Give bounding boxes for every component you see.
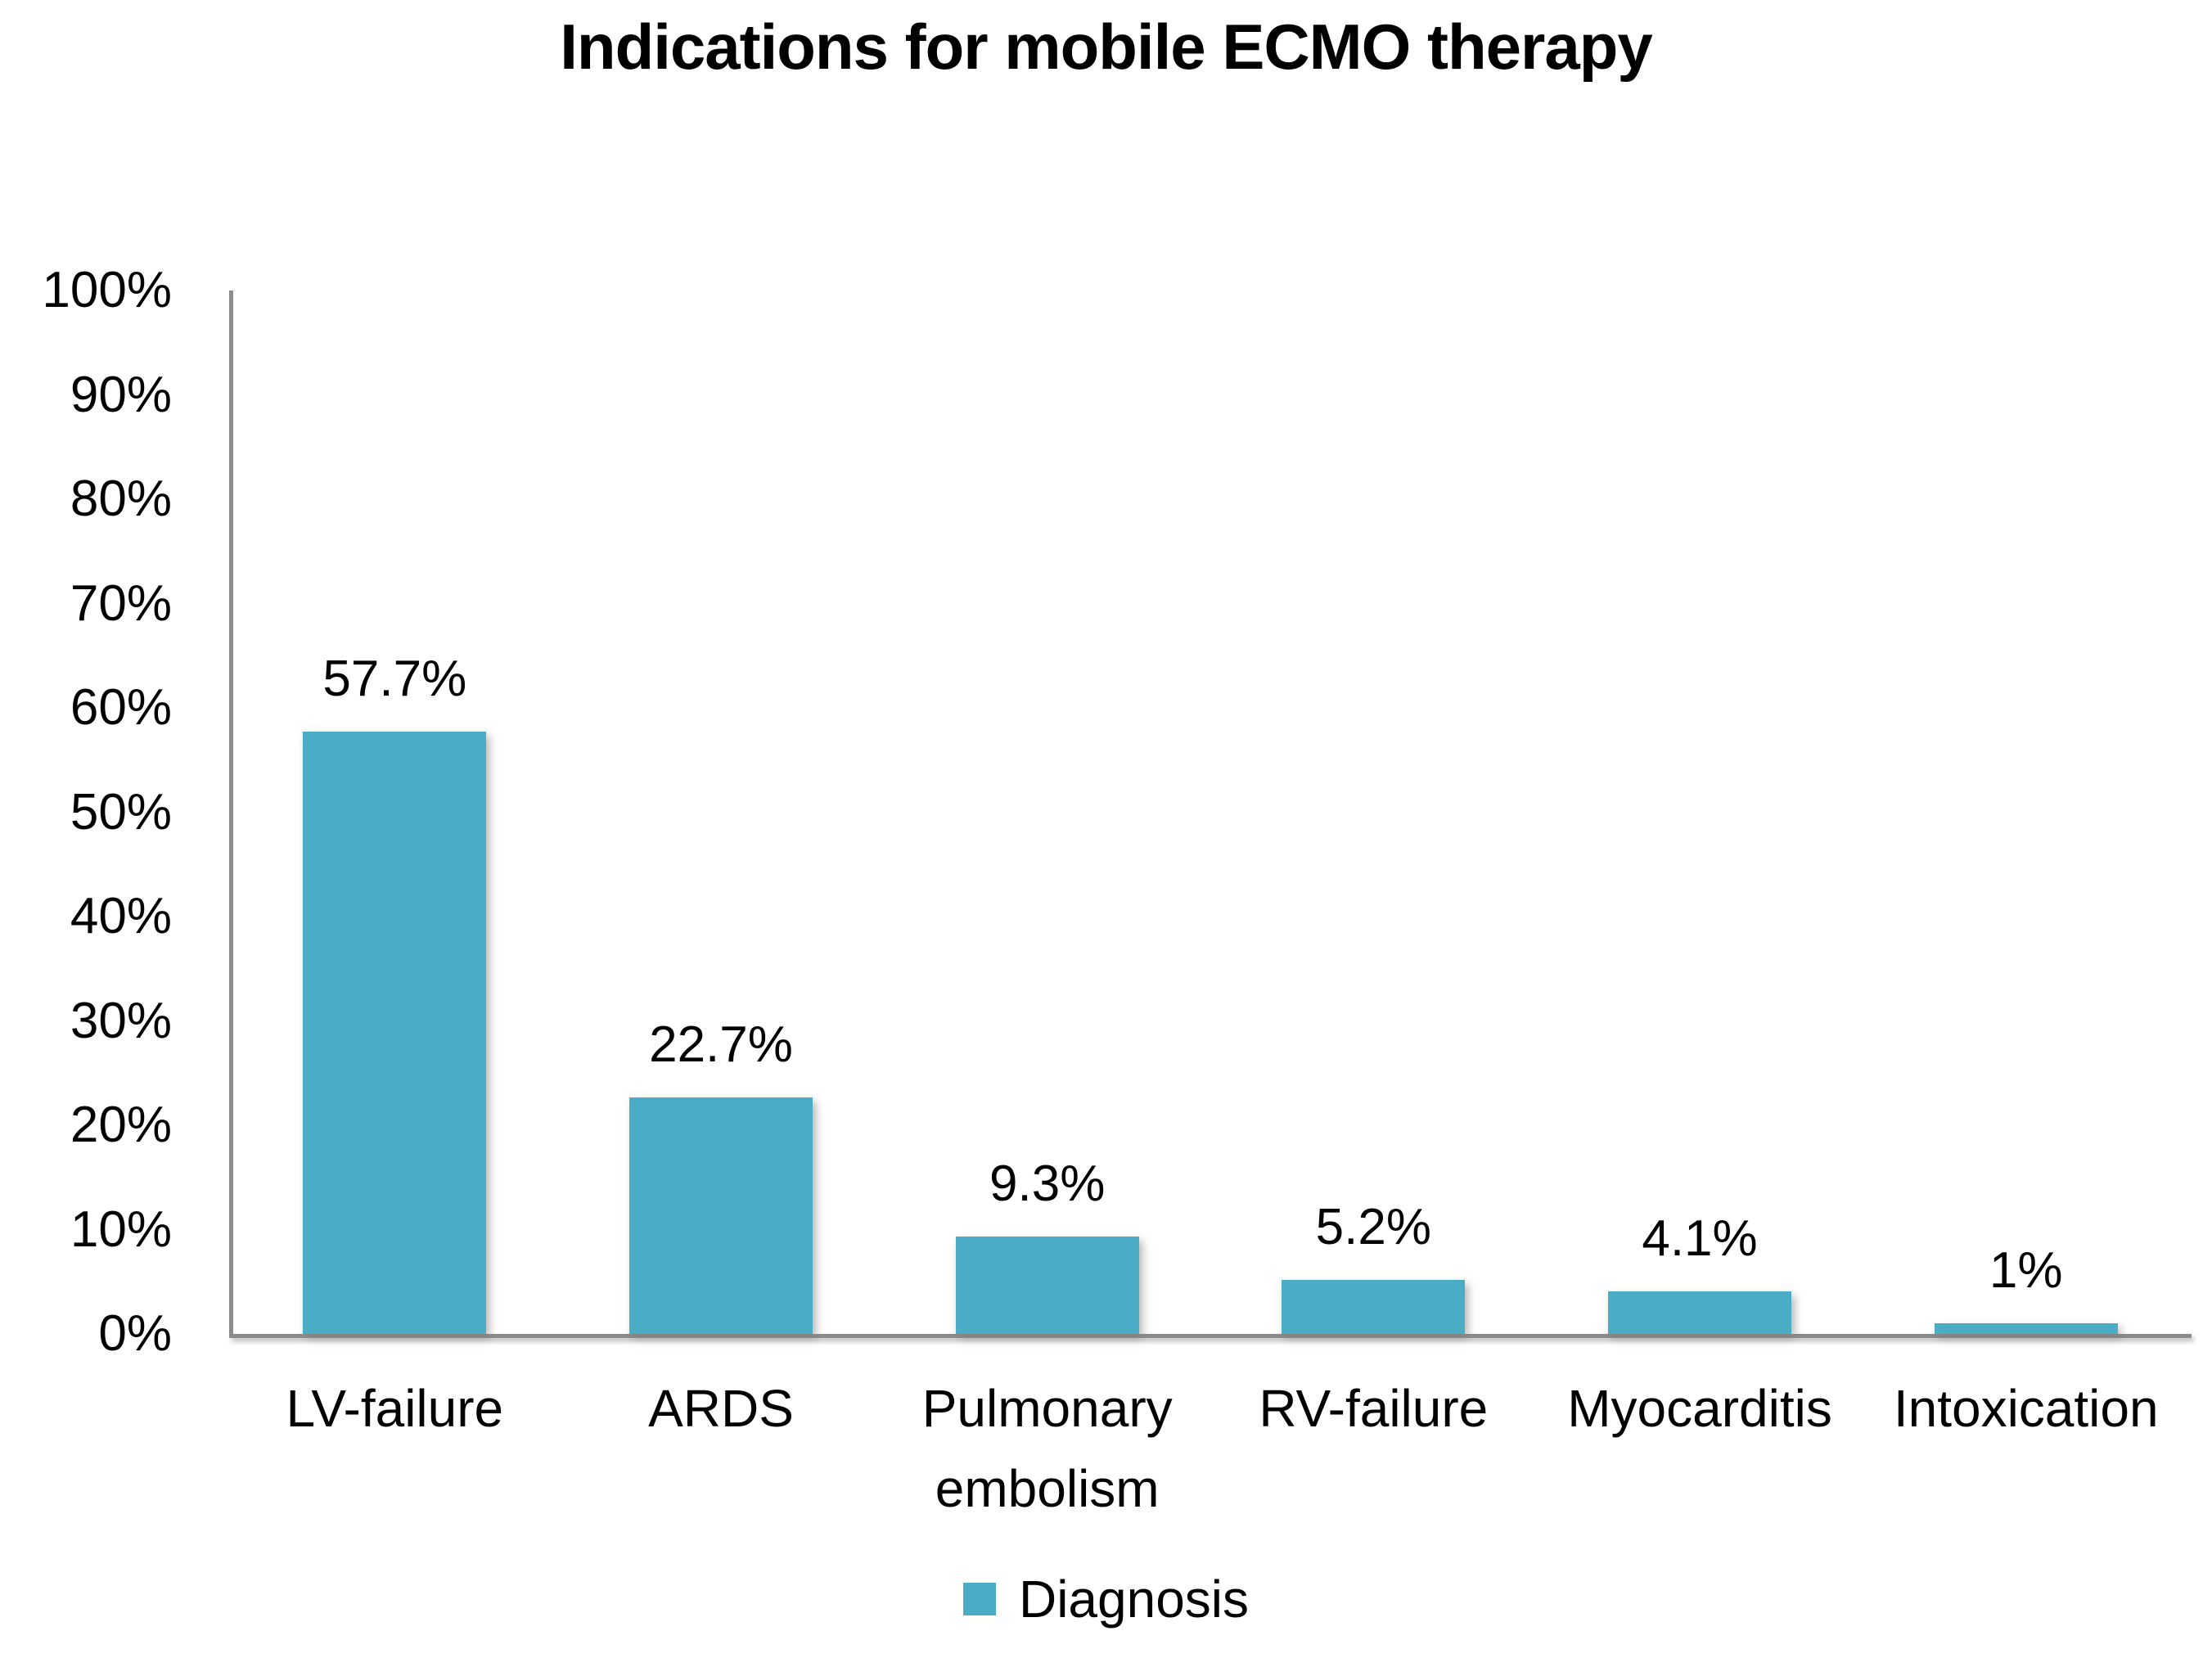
y-axis-line	[229, 291, 233, 1338]
bar-value-label: 9.3%	[989, 1156, 1106, 1212]
legend-swatch-icon	[962, 1583, 996, 1615]
plot-area: 57.7% 22.7% 9.3% 5.2% 4.1% 1%	[229, 291, 2192, 1338]
bar-intoxication	[1934, 1323, 2118, 1334]
y-tick-label: 30%	[70, 992, 172, 1049]
bar-value-label: 1%	[1989, 1242, 2063, 1299]
bars-container: 57.7% 22.7% 9.3% 5.2% 4.1% 1%	[232, 291, 2189, 1334]
category-label-ards: ARDS	[648, 1379, 794, 1438]
legend: Diagnosis	[0, 1573, 2212, 1625]
category-label-myocarditis: Myocarditis	[1567, 1379, 1832, 1438]
bar-group-intoxication: 1%	[1863, 291, 2189, 1334]
y-tick-label: 80%	[70, 471, 172, 527]
y-tick-label: 0%	[98, 1305, 172, 1362]
bar-rv-failure	[1282, 1280, 1466, 1334]
chart-title: Indications for mobile ECMO therapy	[560, 11, 1653, 83]
y-tick-label: 90%	[70, 366, 172, 423]
bar-pulmonary-embolism	[955, 1237, 1139, 1334]
bar-group-rv-failure: 5.2%	[1210, 291, 1537, 1334]
bar-group-pulmonary-embolism: 9.3%	[884, 291, 1210, 1334]
y-tick-label: 100%	[42, 262, 172, 318]
x-axis-line	[229, 1334, 2192, 1338]
bar-group-lv-failure: 57.7%	[232, 291, 558, 1334]
y-tick-label: 60%	[70, 679, 172, 736]
y-tick-label: 40%	[70, 888, 172, 944]
category-label-lv-failure: LV-failure	[286, 1379, 504, 1438]
bar-ards	[629, 1097, 813, 1334]
category-label-rv-failure: RV-failure	[1259, 1379, 1489, 1438]
bar-lv-failure	[303, 732, 487, 1334]
y-tick-label: 10%	[70, 1201, 172, 1258]
bar-value-label: 57.7%	[322, 651, 467, 707]
category-label-pulmonary-embolism: Pulmonary embolism	[921, 1379, 1173, 1518]
bar-group-myocarditis: 4.1%	[1537, 291, 1863, 1334]
y-tick-label: 20%	[70, 1097, 172, 1153]
y-axis-tick-labels: 0% 10% 20% 30% 40% 50% 60% 70% 80% 90% 100%	[0, 265, 172, 1359]
x-axis-category-labels: LV-failure ARDS Pulmonary embolism RV-failu…	[232, 1368, 2189, 1529]
bar-value-label: 5.2%	[1315, 1199, 1432, 1255]
bar-group-ards: 22.7%	[558, 291, 885, 1334]
legend-series-label: Diagnosis	[1018, 1570, 1250, 1629]
bar-myocarditis	[1608, 1291, 1792, 1334]
category-label-intoxication: Intoxication	[1893, 1379, 2159, 1438]
bar-value-label: 4.1%	[1642, 1210, 1758, 1267]
y-tick-label: 70%	[70, 574, 172, 632]
bar-value-label: 22.7%	[649, 1016, 793, 1073]
y-tick-label: 50%	[70, 783, 172, 840]
